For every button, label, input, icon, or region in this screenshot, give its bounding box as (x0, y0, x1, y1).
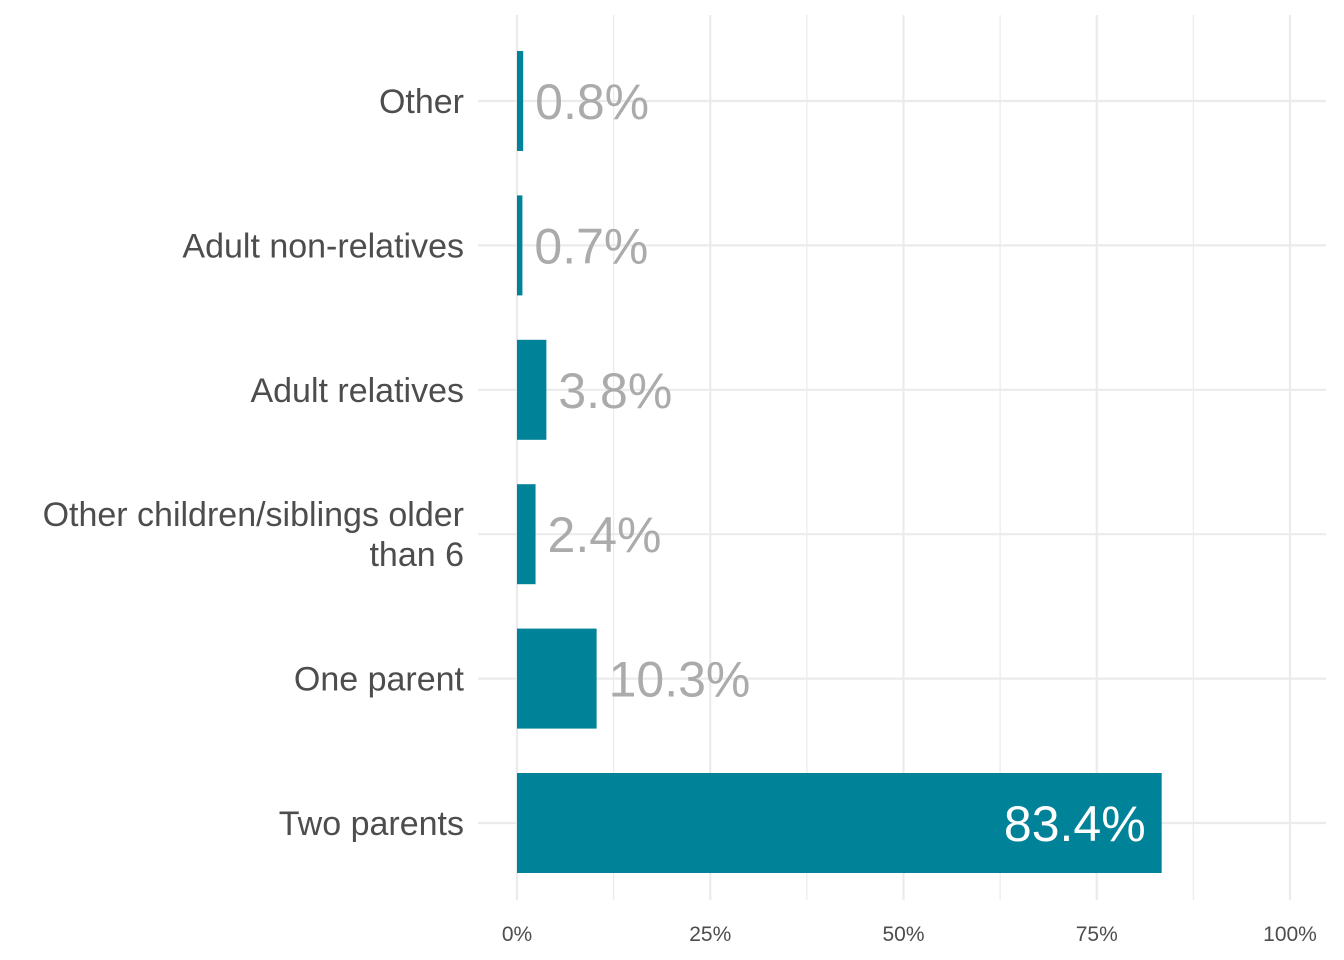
value-label: 83.4% (1004, 796, 1146, 852)
category-labels: Other Adult non-relatives Adult relatives O… (43, 83, 465, 843)
value-label: 0.7% (534, 218, 648, 274)
value-label: 10.3% (609, 652, 751, 708)
x-tick-label: 75% (1076, 923, 1118, 946)
category-label: than 6 (369, 536, 464, 574)
category-label: One parent (294, 661, 465, 699)
bar (517, 339, 547, 440)
category-label: Other (379, 83, 464, 121)
x-tick-label: 50% (882, 923, 924, 946)
x-tick-label: 25% (689, 923, 731, 946)
category-label: Other children/siblings older (43, 496, 464, 534)
bar (517, 628, 597, 729)
x-tick-labels: 0% 25% 50% 75% 100% (502, 923, 1317, 946)
bar (517, 51, 524, 151)
x-tick-label: 100% (1263, 923, 1317, 946)
bars (517, 51, 1162, 873)
category-label: Adult relatives (250, 372, 464, 410)
bar (517, 195, 523, 296)
category-label: Adult non-relatives (182, 227, 464, 265)
value-labels: 0.8% 0.7% 3.8% 2.4% 10.3% 83.4% (534, 74, 1145, 852)
x-tick-label: 0% (502, 923, 532, 946)
value-label: 2.4% (548, 507, 662, 563)
bar (517, 773, 1162, 873)
value-label: 3.8% (558, 363, 672, 419)
value-label: 0.8% (535, 74, 649, 130)
category-label: Two parents (279, 805, 464, 843)
grid-lines (478, 15, 1326, 900)
bar (517, 484, 536, 585)
